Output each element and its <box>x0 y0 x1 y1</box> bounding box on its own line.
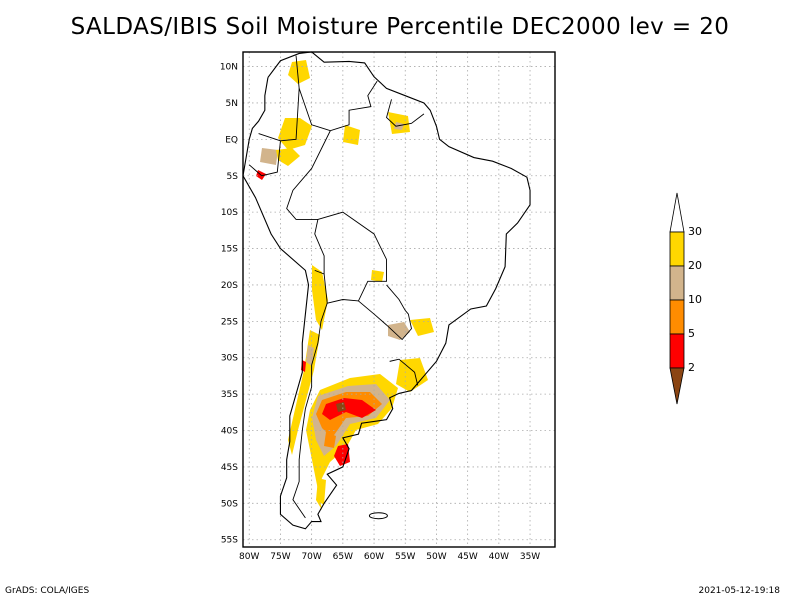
longitude-tick-label: 45W <box>457 552 477 562</box>
legend-level-label: 10 <box>688 293 702 306</box>
legend-swatch <box>669 231 685 267</box>
country-border <box>389 358 419 386</box>
color-legend: 30 20 10 5 2 <box>669 192 702 405</box>
longitude-tick-labels: 80W 75W 70W 65W 60W 55W 50W 45W 40W 35W <box>239 552 540 562</box>
legend-swatch <box>669 299 685 335</box>
percentile-patch <box>324 432 336 448</box>
longitude-tick-label: 35W <box>520 552 540 562</box>
percentile-patch <box>288 60 310 84</box>
latitude-tick-label: 5N <box>226 99 238 109</box>
percentile-fill-layer <box>256 60 434 510</box>
latitude-tick-label: 30S <box>221 354 238 364</box>
chart-title: SALDAS/IBIS Soil Moisture Percentile DEC… <box>70 14 730 40</box>
longitude-tick-label: 65W <box>333 552 353 562</box>
country-border <box>280 88 300 142</box>
continent-coastline <box>242 51 531 530</box>
graticule-grid <box>243 52 555 547</box>
percentile-patch <box>322 398 376 420</box>
percentile-patch <box>336 402 346 412</box>
falkland-islands <box>368 512 388 520</box>
latitude-tick-label: 15S <box>221 245 238 255</box>
latitude-tick-labels: 10N 5N EQ 5S 10S 15S 20S 25S 30S 35S 40S 45S 50S 55S <box>220 63 238 546</box>
longitude-tick-label: 60W <box>364 552 384 562</box>
legend-level-label: 5 <box>688 327 695 340</box>
country-border <box>317 211 387 304</box>
country-border <box>248 140 281 177</box>
longitude-tick-label: 50W <box>426 552 446 562</box>
country-border <box>286 130 331 275</box>
percentile-patch <box>396 358 428 392</box>
percentile-patch <box>276 148 300 166</box>
latitude-tick-label: 40S <box>221 427 238 437</box>
legend-cap-top <box>669 192 685 233</box>
longitude-tick-label: 55W <box>395 552 415 562</box>
coastline-borders <box>242 51 531 530</box>
country-border <box>386 284 406 311</box>
legend-level-label: 20 <box>688 259 702 272</box>
latitude-tick-label: 10S <box>221 208 238 218</box>
latitude-tick-label: 50S <box>221 499 238 509</box>
legend-level-label: 2 <box>688 361 695 374</box>
country-border <box>358 300 412 341</box>
latitude-tick-label: 20S <box>221 281 238 291</box>
country-border <box>258 133 281 142</box>
percentile-patch <box>410 318 434 336</box>
latitude-tick-label: 10N <box>220 63 238 73</box>
latitude-tick-label: 25S <box>221 317 238 327</box>
map-frame <box>242 51 556 548</box>
percentile-patch <box>312 265 328 330</box>
legend-level-label: 30 <box>688 225 702 238</box>
country-border <box>386 99 425 127</box>
percentile-patch <box>316 478 326 505</box>
percentile-patch <box>334 444 350 466</box>
latitude-tick-label: EQ <box>225 135 238 145</box>
legend-swatch <box>669 265 685 301</box>
latitude-tick-label: 55S <box>221 536 238 546</box>
latitude-tick-label: 45S <box>221 463 238 473</box>
percentile-patch <box>343 125 360 145</box>
footer-credit: GrADS: COLA/IGES <box>5 586 90 596</box>
latitude-tick-label: 5S <box>227 172 239 182</box>
country-border <box>292 302 328 519</box>
country-border <box>295 55 378 132</box>
legend-swatch <box>669 333 685 369</box>
percentile-patch <box>388 322 410 340</box>
latitude-tick-label: 35S <box>221 390 238 400</box>
longitude-tick-label: 80W <box>239 552 259 562</box>
percentile-patch <box>278 118 312 150</box>
percentile-patch <box>260 148 278 165</box>
percentile-patch <box>371 270 384 282</box>
legend-cap-bottom <box>669 367 685 405</box>
longitude-tick-label: 75W <box>270 552 290 562</box>
longitude-tick-label: 40W <box>489 552 509 562</box>
longitude-tick-label: 70W <box>301 552 321 562</box>
footer-timestamp: 2021-05-12-19:18 <box>698 586 781 596</box>
